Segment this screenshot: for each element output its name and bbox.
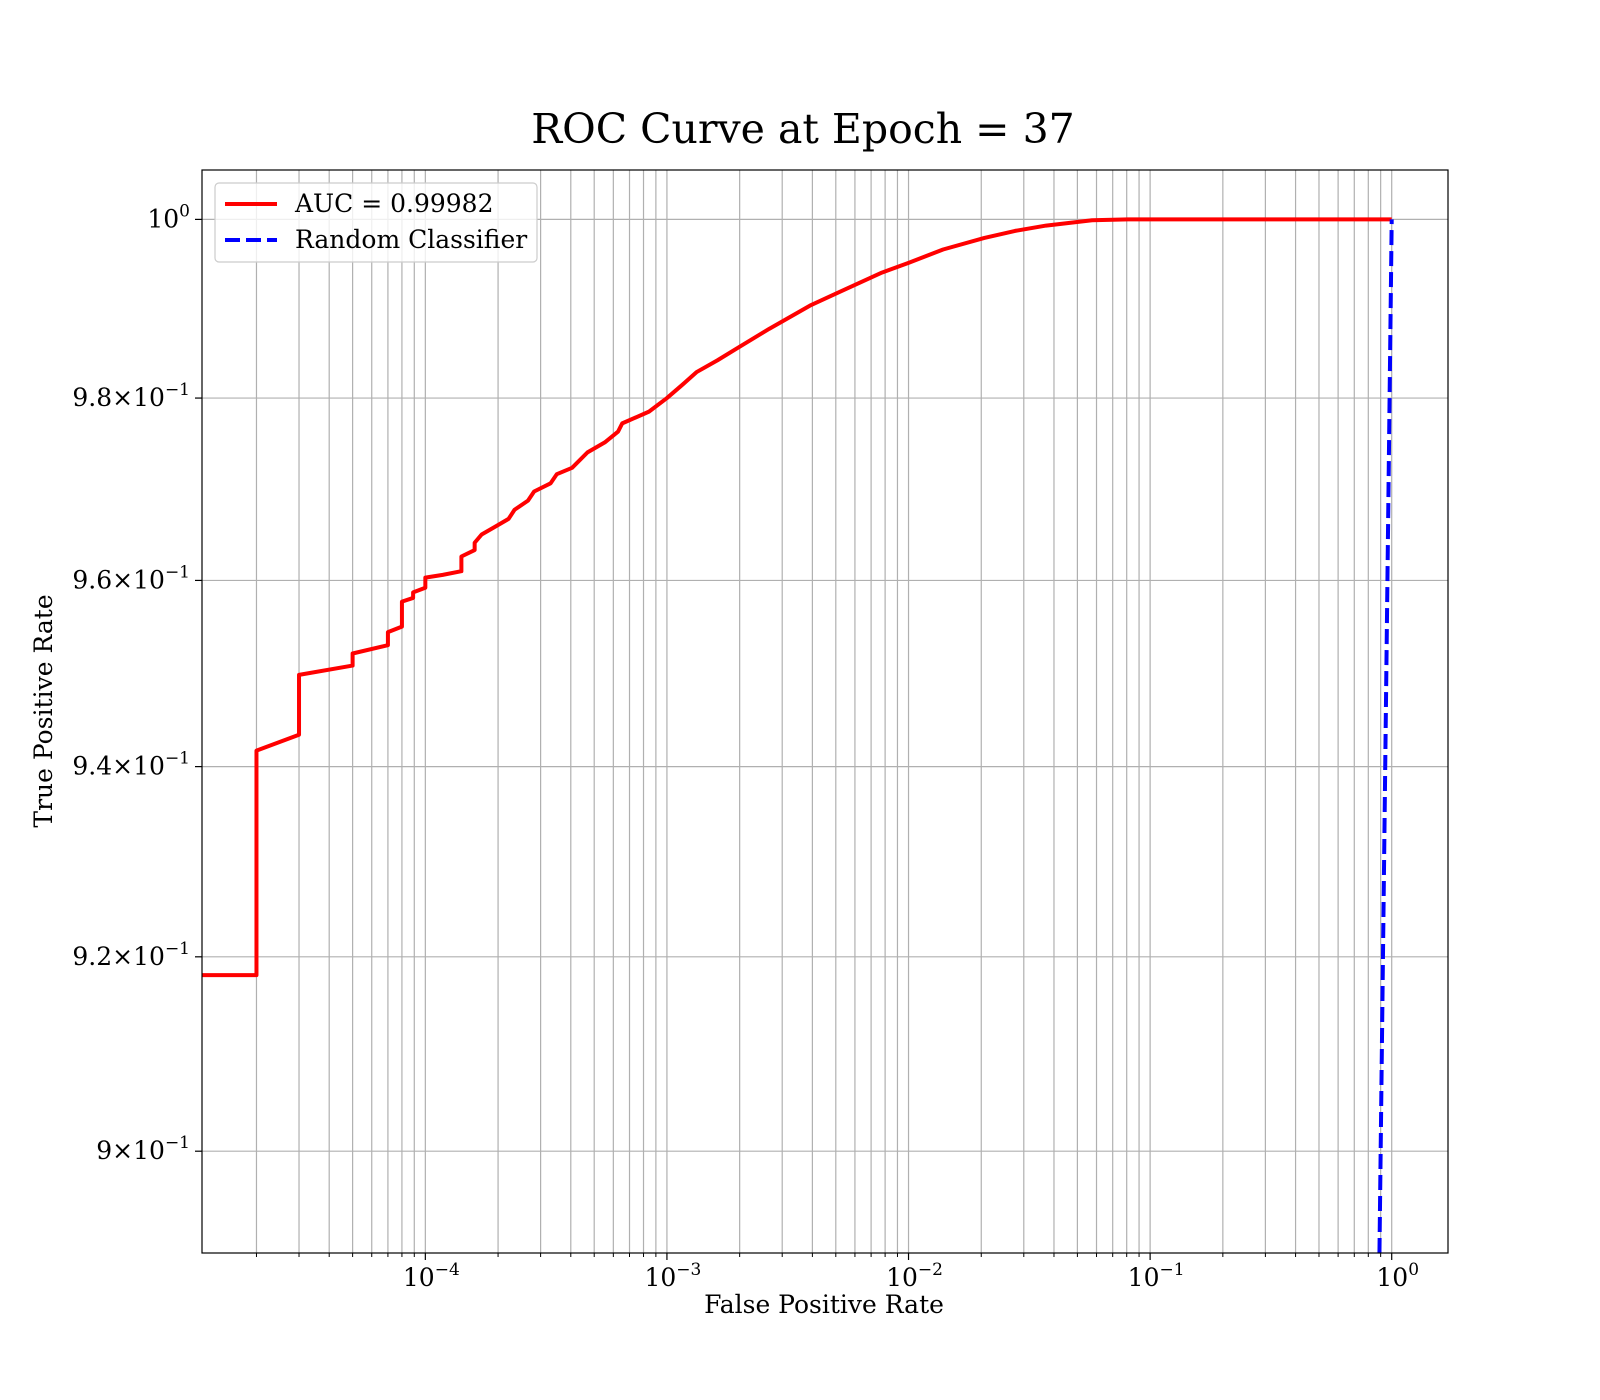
series-line xyxy=(1377,219,1394,1253)
legend: AUC = 0.99982 Random Classifier xyxy=(214,182,538,263)
tick-exponent: −2 xyxy=(918,1260,943,1280)
plot-frame xyxy=(201,169,1449,1254)
legend-box xyxy=(214,182,538,263)
legend-label: AUC = 0.99982 xyxy=(294,189,493,218)
tick-base: 9.8×10 xyxy=(72,383,165,412)
y-tick-label: 9.4×10−1 xyxy=(72,749,190,781)
y-axis-label: True Positive Rate xyxy=(29,594,58,827)
y-tick-label: 9.8×10−1 xyxy=(72,380,190,412)
x-tick-label: 10−1 xyxy=(1128,1260,1185,1292)
tick-exponent: −3 xyxy=(676,1260,701,1280)
chart-title: ROC Curve at Epoch = 37 xyxy=(531,105,1075,153)
tick-base: 10 xyxy=(1376,1263,1408,1292)
tick-exponent: −1 xyxy=(165,1133,190,1153)
tick-exponent: −1 xyxy=(165,939,190,959)
ticks: 10−4 10−3 10−2 10−1 1009×10−19.2×10−19.4×10−… xyxy=(72,201,1419,1292)
x-tick-label: 100 xyxy=(1376,1260,1419,1292)
tick-exponent: −1 xyxy=(165,380,190,400)
tick-base: 10 xyxy=(1128,1263,1160,1292)
legend-label: Random Classifier xyxy=(295,225,527,254)
tick-base: 10 xyxy=(403,1263,435,1292)
x-tick-label: 10−3 xyxy=(644,1260,701,1292)
tick-exponent: 0 xyxy=(1408,1260,1419,1280)
tick-base: 10 xyxy=(644,1263,676,1292)
y-tick-label: 9.2×10−1 xyxy=(72,939,190,971)
tick-base: 10 xyxy=(147,204,179,233)
tick-base: 9.4×10 xyxy=(72,752,165,781)
x-tick-label: 10−2 xyxy=(886,1260,943,1292)
tick-base: 9×10 xyxy=(96,1136,165,1165)
tick-base: 9.6×10 xyxy=(72,565,165,594)
tick-exponent: −1 xyxy=(1159,1260,1184,1280)
tick-exponent: 0 xyxy=(179,201,190,221)
y-tick-label: 100 xyxy=(147,201,190,233)
y-tick-label: 9×10−1 xyxy=(96,1133,190,1165)
series-line xyxy=(202,217,1392,978)
x-tick-label: 10−4 xyxy=(403,1260,460,1292)
y-tick-label: 9.6×10−1 xyxy=(72,562,190,594)
tick-base: 10 xyxy=(886,1263,918,1292)
grid xyxy=(202,170,1448,1253)
tick-exponent: −1 xyxy=(165,562,190,582)
tick-exponent: −1 xyxy=(165,749,190,769)
tick-exponent: −4 xyxy=(435,1260,460,1280)
x-axis-label: False Positive Rate xyxy=(704,1290,944,1319)
tick-base: 9.2×10 xyxy=(72,942,165,971)
plot-lines xyxy=(202,217,1394,1253)
